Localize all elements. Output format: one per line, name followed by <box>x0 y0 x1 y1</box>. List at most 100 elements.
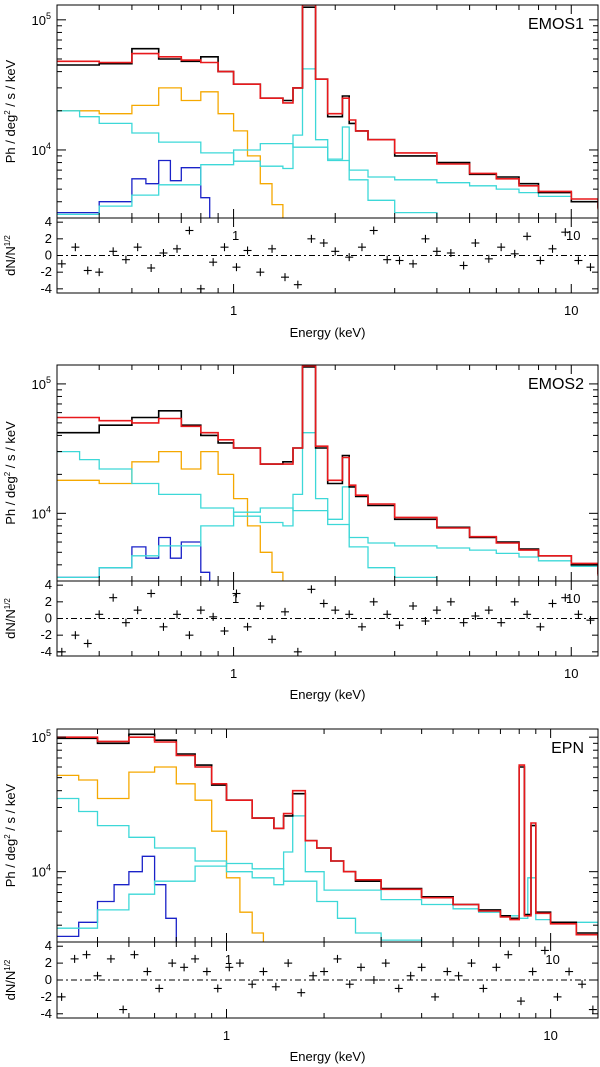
residual-point <box>417 963 426 972</box>
res-y-tick-label: -2 <box>40 627 52 642</box>
residual-point <box>235 959 244 968</box>
y-tick-label: 105 <box>32 11 51 28</box>
residual-point <box>510 249 519 258</box>
residual-point <box>421 617 430 625</box>
residual-point <box>57 259 66 268</box>
residual-point <box>553 992 562 1001</box>
residual-point <box>155 984 164 993</box>
residual-point <box>293 647 302 656</box>
y-tick-label: 105 <box>32 728 51 745</box>
y-tick-label: 105 <box>32 375 51 392</box>
residual-point <box>119 1005 128 1014</box>
residual-point <box>159 622 168 631</box>
residual-point <box>256 602 265 610</box>
residual-point <box>395 621 404 630</box>
residual-point <box>536 256 545 265</box>
residual-point <box>202 967 211 976</box>
residual-point <box>588 1005 597 1014</box>
residual-point <box>284 959 293 968</box>
residual-point <box>369 597 378 606</box>
x-tick-label: 1 <box>230 303 237 318</box>
residual-point <box>307 234 316 243</box>
residual-point <box>446 249 455 257</box>
y-tick-label: 104 <box>32 863 51 880</box>
y-tick-label: 104 <box>32 141 51 158</box>
series-gaussian-2 <box>57 536 211 581</box>
residual-point <box>383 610 392 619</box>
main-plot-frame <box>56 728 599 943</box>
chart-panel-emos1: 1 1 10 10 Energy (keV) 104 105 Ph / deg2 / s / … <box>3 4 599 340</box>
residual-point <box>586 263 595 272</box>
series-gaussian-1 <box>57 450 284 581</box>
y-axis-label: Ph / deg2 / s / keV <box>3 59 18 163</box>
residual-point <box>345 253 354 262</box>
residual-point <box>71 631 80 640</box>
residual-point <box>578 980 587 989</box>
residual-point <box>220 243 229 252</box>
residual-point <box>185 631 194 640</box>
residual-point <box>459 261 468 270</box>
residual-point <box>159 249 168 257</box>
residual-point <box>574 256 583 265</box>
res-y-tick-label: -4 <box>40 1006 52 1021</box>
residual-point <box>185 226 194 235</box>
residual-point <box>293 280 302 289</box>
residual-point <box>109 593 118 602</box>
res-y-tick-label: 2 <box>45 955 52 970</box>
residual-point <box>225 963 234 972</box>
residual-point <box>540 946 549 955</box>
residual-point <box>268 244 277 253</box>
residual-point <box>57 647 66 656</box>
residual-point <box>548 599 557 608</box>
residual-point <box>432 247 441 256</box>
series-total-model <box>57 736 598 941</box>
residual-point <box>232 589 241 598</box>
residual-point <box>147 264 156 272</box>
x-axis-label: Energy (keV) <box>290 1049 366 1064</box>
res-y-tick-label: 2 <box>45 594 52 609</box>
residual-point <box>307 585 316 594</box>
residual-point <box>280 273 289 282</box>
residual-point <box>133 606 142 615</box>
res-y-tick-label: -4 <box>40 281 52 296</box>
residual-point <box>173 244 182 253</box>
residual-point <box>454 971 463 980</box>
residual-point <box>121 255 130 264</box>
series-gaussian-1 <box>57 87 284 218</box>
residual-point <box>331 247 340 256</box>
residual-point <box>83 266 92 275</box>
residual-point <box>406 971 415 980</box>
residual-point <box>395 256 404 265</box>
residual-point <box>331 606 340 615</box>
residual-point <box>479 984 488 993</box>
residual-point <box>421 234 430 243</box>
panel-title: EPN <box>551 740 584 757</box>
residual-point <box>209 612 218 621</box>
residual-point <box>320 967 329 976</box>
residual-point <box>523 610 532 619</box>
residual-point <box>548 244 557 253</box>
residual-point <box>467 959 476 968</box>
res-y-tick-label: 4 <box>45 214 52 229</box>
residual-point <box>431 992 440 1001</box>
residual-point <box>133 243 142 252</box>
y-axis-label: Ph / deg2 / s / keV <box>3 783 18 887</box>
residual-point <box>409 259 418 268</box>
residual-point <box>484 606 493 615</box>
residual-point <box>409 602 418 610</box>
residual-point <box>492 963 501 972</box>
residual-point <box>516 997 525 1006</box>
res-y-tick-label: 0 <box>45 972 52 987</box>
residual-point <box>319 599 328 608</box>
residual-point <box>95 268 104 277</box>
x-tick-label: 1 <box>230 666 237 681</box>
x-tick-label-inner: 1 <box>225 952 232 967</box>
residual-point <box>574 610 583 619</box>
residual-point <box>209 258 218 267</box>
residual-point <box>71 243 80 252</box>
residual-point <box>369 226 378 235</box>
residual-point <box>471 612 480 620</box>
series-total-model <box>57 365 598 576</box>
y-tick-label: 104 <box>32 504 51 521</box>
x-axis-label: Energy (keV) <box>290 325 366 340</box>
